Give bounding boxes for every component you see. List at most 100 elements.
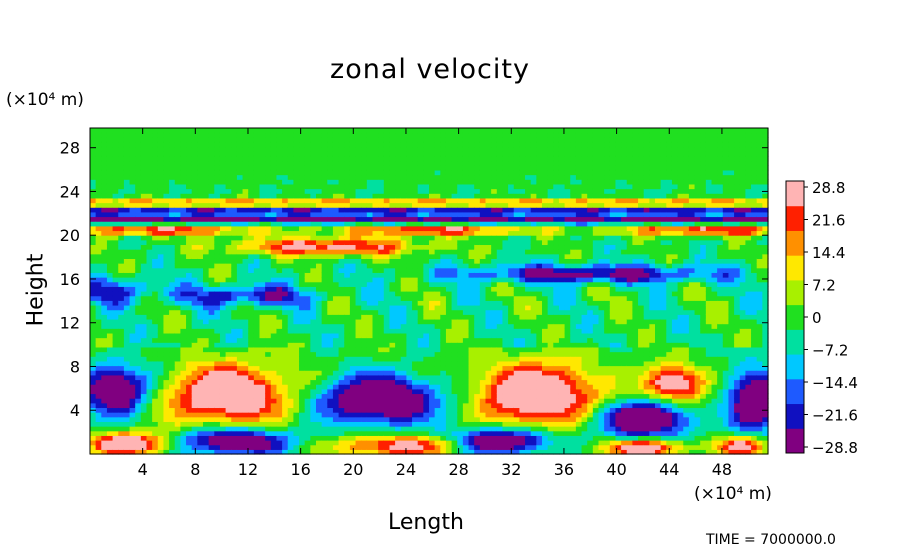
- heatmap-cell: [457, 207, 464, 213]
- heatmap-cell: [457, 342, 464, 348]
- heatmap-cell: [219, 128, 227, 134]
- heatmap-cell: [468, 211, 475, 218]
- heatmap-cell: [310, 440, 317, 446]
- heatmap-cell: [276, 356, 283, 362]
- heatmap-cell: [265, 295, 272, 301]
- heatmap-cell: [479, 160, 487, 166]
- heatmap-cell: [270, 342, 278, 348]
- heatmap-cell: [304, 272, 311, 278]
- heatmap-cell: [445, 258, 453, 264]
- heatmap-cell: [140, 360, 148, 367]
- heatmap-cell: [361, 277, 368, 283]
- heatmap-cell: [445, 141, 453, 148]
- heatmap-cell: [327, 132, 334, 138]
- heatmap-cell: [327, 281, 334, 287]
- heatmap-cell: [338, 384, 345, 390]
- heatmap-cell: [101, 272, 108, 278]
- heatmap-cell: [400, 323, 407, 329]
- heatmap-cell: [344, 435, 351, 441]
- heatmap-cell: [287, 137, 294, 143]
- heatmap-cell: [186, 179, 193, 185]
- heatmap-cell: [383, 426, 391, 432]
- heatmap-cell: [310, 197, 317, 204]
- heatmap-cell: [123, 449, 131, 455]
- heatmap-cell: [180, 342, 187, 348]
- heatmap-cell: [248, 239, 255, 246]
- heatmap-cell: [219, 169, 227, 176]
- heatmap-cell: [440, 337, 447, 343]
- heatmap-cell: [186, 128, 193, 134]
- heatmap-cell: [366, 332, 374, 339]
- heatmap-cell: [135, 440, 142, 446]
- heatmap-cell: [462, 407, 470, 413]
- heatmap-cell: [186, 435, 193, 441]
- heatmap-cell: [265, 211, 272, 218]
- heatmap-cell: [378, 281, 385, 287]
- heatmap-cell: [366, 304, 374, 311]
- heatmap-cell: [259, 230, 266, 236]
- heatmap-cell: [270, 137, 278, 143]
- heatmap-cell: [293, 132, 300, 138]
- heatmap-cell: [90, 211, 97, 218]
- heatmap-cell: [395, 253, 402, 259]
- heatmap-cell: [462, 314, 470, 320]
- heatmap-cell: [474, 398, 481, 404]
- heatmap-cell: [474, 426, 481, 432]
- heatmap-cell: [282, 374, 289, 381]
- heatmap-cell: [231, 398, 238, 404]
- heatmap-cell: [118, 160, 125, 166]
- heatmap-cell: [242, 221, 249, 227]
- heatmap-cell: [203, 337, 210, 343]
- heatmap-cell: [327, 388, 334, 395]
- heatmap-cell: [118, 309, 125, 315]
- heatmap-cell: [259, 216, 266, 222]
- heatmap-cell: [344, 151, 351, 157]
- heatmap-cell: [270, 272, 278, 278]
- heatmap-cell: [355, 146, 362, 152]
- heatmap-cell: [293, 277, 300, 283]
- heatmap-cell: [219, 332, 227, 339]
- heatmap-cell: [129, 188, 136, 194]
- heatmap-cell: [338, 360, 345, 367]
- heatmap-cell: [378, 221, 385, 227]
- heatmap-cell: [242, 398, 249, 404]
- heatmap-cell: [186, 132, 193, 138]
- heatmap-cell: [191, 356, 198, 362]
- heatmap-cell: [366, 416, 374, 422]
- heatmap-cell: [468, 183, 475, 190]
- heatmap-cell: [231, 318, 238, 325]
- heatmap-cell: [412, 202, 419, 208]
- heatmap-cell: [474, 263, 481, 269]
- heatmap-cell: [383, 216, 391, 222]
- heatmap-cell: [395, 281, 402, 287]
- heatmap-cell: [316, 304, 323, 311]
- heatmap-cell: [412, 174, 419, 180]
- heatmap-cell: [462, 211, 470, 218]
- heatmap-cell: [146, 202, 153, 208]
- heatmap-cell: [242, 430, 249, 436]
- heatmap-cell: [316, 356, 323, 362]
- heatmap-cell: [383, 388, 391, 395]
- heatmap-cell: [231, 374, 238, 381]
- heatmap-cell: [236, 384, 244, 390]
- heatmap-cell: [236, 216, 244, 222]
- heatmap-cell: [293, 351, 300, 357]
- heatmap-cell: [90, 318, 97, 325]
- heatmap-cell: [270, 365, 278, 371]
- heatmap-cell: [349, 253, 357, 259]
- heatmap-cell: [231, 207, 238, 213]
- heatmap-cell: [479, 188, 487, 194]
- heatmap-cell: [152, 407, 159, 413]
- heatmap-cell: [412, 128, 419, 134]
- heatmap-cell: [468, 426, 475, 432]
- heatmap-cell: [440, 342, 447, 348]
- heatmap-cell: [429, 314, 436, 320]
- heatmap-cell: [440, 449, 447, 455]
- heatmap-cell: [236, 225, 244, 232]
- heatmap-cell: [344, 263, 351, 269]
- heatmap-cell: [378, 332, 385, 339]
- heatmap-cell: [304, 151, 311, 157]
- heatmap-cell: [265, 332, 272, 339]
- heatmap-cell: [169, 239, 176, 246]
- heatmap-cell: [129, 249, 136, 255]
